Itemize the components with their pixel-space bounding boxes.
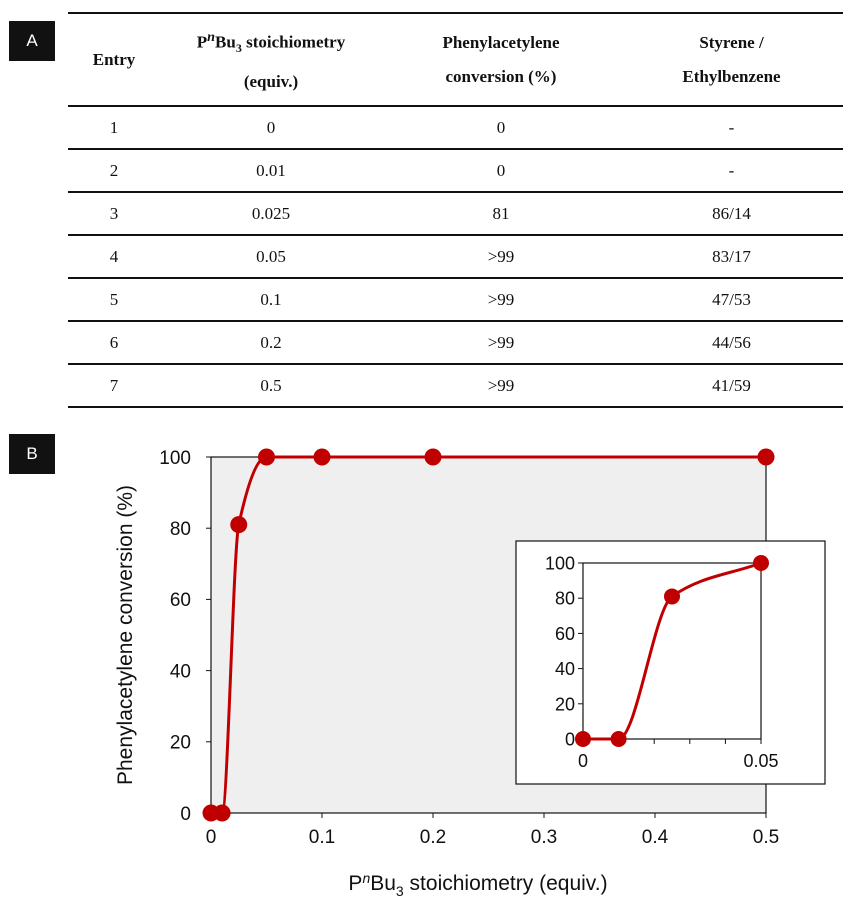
inset-data-point bbox=[575, 731, 591, 747]
inset-x-tick-label: 0 bbox=[578, 751, 588, 771]
cell-stoichiometry: 0.1 bbox=[260, 289, 282, 309]
header-conversion-line1: Phenylacetylene bbox=[442, 32, 560, 52]
header-ratio-line2: Ethylbenzene bbox=[682, 66, 781, 86]
header-stoichiometry-line1: PnBu3 stoichiometry bbox=[196, 28, 346, 56]
cell-conversion: >99 bbox=[487, 289, 515, 309]
inset-x-tick-label: 0.05 bbox=[743, 751, 778, 771]
cell-stoichiometry: 0.5 bbox=[260, 375, 282, 395]
main-data-point bbox=[230, 516, 248, 534]
table-row: 2 0.01 0 - bbox=[68, 149, 843, 192]
inset-data-point bbox=[664, 588, 680, 605]
main-y-tick-label: 0 bbox=[180, 804, 191, 825]
main-x-tick-label: 0.2 bbox=[420, 827, 446, 848]
main-x-tick-label: 0 bbox=[206, 827, 217, 848]
table-header-row: Entry PnBu3 stoichiometry (equiv.) Pheny… bbox=[68, 13, 843, 106]
cell-ratio: 86/14 bbox=[712, 203, 751, 223]
cell-stoichiometry: 0.2 bbox=[260, 332, 282, 352]
cell-entry: 5 bbox=[109, 289, 119, 309]
main-y-tick-label: 80 bbox=[170, 519, 191, 540]
main-x-tick-label: 0.4 bbox=[642, 827, 669, 848]
main-y-tick-label: 100 bbox=[159, 448, 191, 469]
table-row: 7 0.5 >99 41/59 bbox=[68, 364, 843, 407]
inset-y-tick-label: 20 bbox=[555, 694, 575, 714]
main-y-tick-label: 20 bbox=[170, 733, 191, 754]
cell-conversion: 81 bbox=[492, 203, 510, 223]
cell-ratio: 83/17 bbox=[712, 246, 751, 266]
inset-plot: 0 20 40 60 80 100 0 0.05 bbox=[545, 553, 779, 771]
cell-ratio: - bbox=[728, 160, 735, 180]
table-row: 6 0.2 >99 44/56 bbox=[68, 321, 843, 364]
main-data-point bbox=[424, 448, 442, 466]
cell-conversion: >99 bbox=[487, 375, 515, 395]
header-ratio-line1: Styrene / bbox=[699, 32, 764, 52]
cell-entry: 3 bbox=[109, 203, 119, 223]
main-data-point bbox=[313, 448, 331, 466]
cell-entry: 2 bbox=[109, 160, 119, 180]
table-row: 1 0 0 - bbox=[68, 106, 843, 149]
cell-stoichiometry: 0.025 bbox=[251, 203, 291, 223]
cell-stoichiometry: 0.05 bbox=[256, 246, 286, 266]
main-x-tick-label: 0.3 bbox=[531, 827, 557, 848]
main-y-tick-label: 60 bbox=[170, 590, 191, 611]
results-table: Entry PnBu3 stoichiometry (equiv.) Pheny… bbox=[68, 12, 843, 408]
main-y-tick-label: 40 bbox=[170, 661, 191, 682]
cell-stoichiometry: 0 bbox=[266, 117, 276, 137]
main-y-axis-label: Phenylacetylene conversion (%) bbox=[114, 485, 137, 785]
main-data-point bbox=[258, 448, 275, 466]
inset-y-tick-label: 60 bbox=[555, 624, 575, 644]
cell-entry: 4 bbox=[109, 246, 119, 266]
inset-y-tick-label: 0 bbox=[565, 729, 575, 749]
cell-entry: 7 bbox=[109, 375, 119, 395]
cell-ratio: - bbox=[728, 117, 735, 137]
panel-label-b: B bbox=[9, 434, 55, 474]
inset-y-tick-label: 40 bbox=[555, 659, 575, 679]
main-x-tick-label: 0.5 bbox=[753, 827, 779, 848]
cell-ratio: 41/59 bbox=[712, 375, 751, 395]
cell-entry: 6 bbox=[109, 332, 119, 352]
header-stoichiometry-line2: (equiv.) bbox=[243, 72, 299, 92]
header-stoichiometry: PnBu3 stoichiometry (equiv.) bbox=[160, 13, 382, 106]
main-data-point bbox=[757, 448, 775, 466]
cell-conversion: 0 bbox=[496, 117, 506, 137]
table-row: 4 0.05 >99 83/17 bbox=[68, 235, 843, 278]
cell-stoichiometry: 0.01 bbox=[256, 160, 286, 180]
main-x-axis-label: PnBu3 stoichiometry (equiv.) bbox=[348, 870, 607, 899]
main-x-tick-label: 0.1 bbox=[309, 827, 335, 848]
cell-ratio: 44/56 bbox=[712, 332, 751, 352]
cell-ratio: 47/53 bbox=[712, 289, 751, 309]
cell-entry: 1 bbox=[109, 117, 119, 137]
header-entry: Entry bbox=[92, 49, 136, 69]
cell-conversion: >99 bbox=[487, 246, 515, 266]
table-row: 5 0.1 >99 47/53 bbox=[68, 278, 843, 321]
inset-series-line bbox=[583, 561, 762, 741]
main-data-point bbox=[213, 804, 231, 822]
panel-label-a: A bbox=[9, 21, 55, 61]
header-conversion-line2: conversion (%) bbox=[445, 66, 557, 86]
inset-y-tick-label: 80 bbox=[555, 589, 575, 609]
inset-data-point bbox=[610, 731, 627, 747]
table-row: 3 0.025 81 86/14 bbox=[68, 192, 843, 235]
cell-conversion: >99 bbox=[487, 332, 515, 352]
header-ratio: Styrene / Ethylbenzene bbox=[620, 13, 843, 106]
header-conversion: Phenylacetylene conversion (%) bbox=[382, 13, 620, 106]
inset-data-point bbox=[753, 555, 769, 571]
cell-conversion: 0 bbox=[496, 160, 506, 180]
inset-y-tick-label: 100 bbox=[545, 553, 575, 573]
